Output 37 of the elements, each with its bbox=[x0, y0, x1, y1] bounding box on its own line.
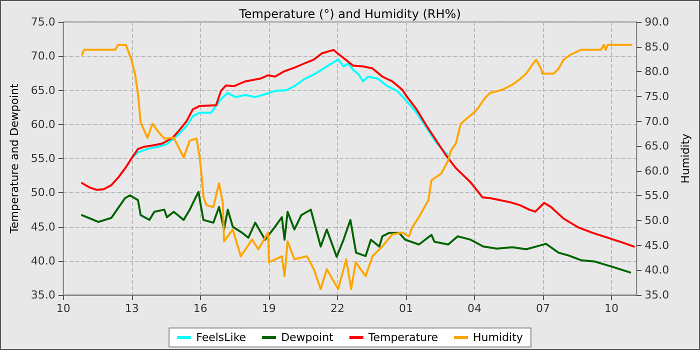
y2-axis-title: Humidity bbox=[679, 133, 692, 184]
y-tick-label: 60.0 bbox=[30, 118, 56, 131]
y-tick-label: 35.0 bbox=[30, 288, 56, 302]
y2-tick-label: 60.0 bbox=[644, 164, 670, 178]
y-tick-label: 45.0 bbox=[30, 220, 56, 234]
x-tick-label: 19 bbox=[262, 302, 276, 315]
x-tick-label: 01 bbox=[398, 302, 413, 315]
y-tick-label: 50.0 bbox=[30, 186, 56, 200]
y2-tick-label: 35.0 bbox=[644, 288, 670, 302]
y2-tick-label: 85.0 bbox=[644, 40, 670, 54]
legend-label: Dewpoint bbox=[281, 331, 334, 344]
y-tick-label: 70.0 bbox=[30, 50, 56, 63]
x-tick-label: 10 bbox=[56, 302, 70, 315]
y2-tick-label: 55.0 bbox=[644, 189, 670, 202]
x-tick-label: 10 bbox=[604, 302, 618, 315]
y2-tick-label: 40.0 bbox=[644, 264, 670, 277]
legend-label: FeelsLike bbox=[196, 331, 246, 344]
y2-tick-label: 80.0 bbox=[644, 65, 670, 78]
y-tick-label: 55.0 bbox=[30, 152, 56, 165]
y-axis-title: Temperature and Dewpoint bbox=[8, 82, 21, 234]
y2-tick-label: 75.0 bbox=[644, 90, 670, 103]
y2-tick-label: 50.0 bbox=[644, 214, 670, 228]
x-tick-label: 16 bbox=[193, 302, 208, 315]
legend-label: Temperature bbox=[367, 331, 438, 344]
x-tick-label: 04 bbox=[467, 302, 482, 315]
y2-tick-label: 90.0 bbox=[644, 16, 670, 28]
y-tick-label: 75.0 bbox=[30, 16, 56, 28]
x-tick-label: 22 bbox=[330, 302, 344, 315]
x-tick-label: 07 bbox=[536, 302, 550, 315]
y2-tick-label: 65.0 bbox=[644, 140, 670, 153]
y-tick-label: 65.0 bbox=[30, 84, 56, 97]
y2-tick-label: 70.0 bbox=[644, 114, 670, 128]
y2-tick-label: 45.0 bbox=[644, 238, 670, 252]
x-tick-label: 13 bbox=[124, 302, 139, 315]
y-tick-label: 40.0 bbox=[30, 254, 56, 268]
chart-title: Temperature (°) and Humidity (RH%) bbox=[238, 7, 461, 21]
legend-label: Humidity bbox=[473, 331, 524, 344]
